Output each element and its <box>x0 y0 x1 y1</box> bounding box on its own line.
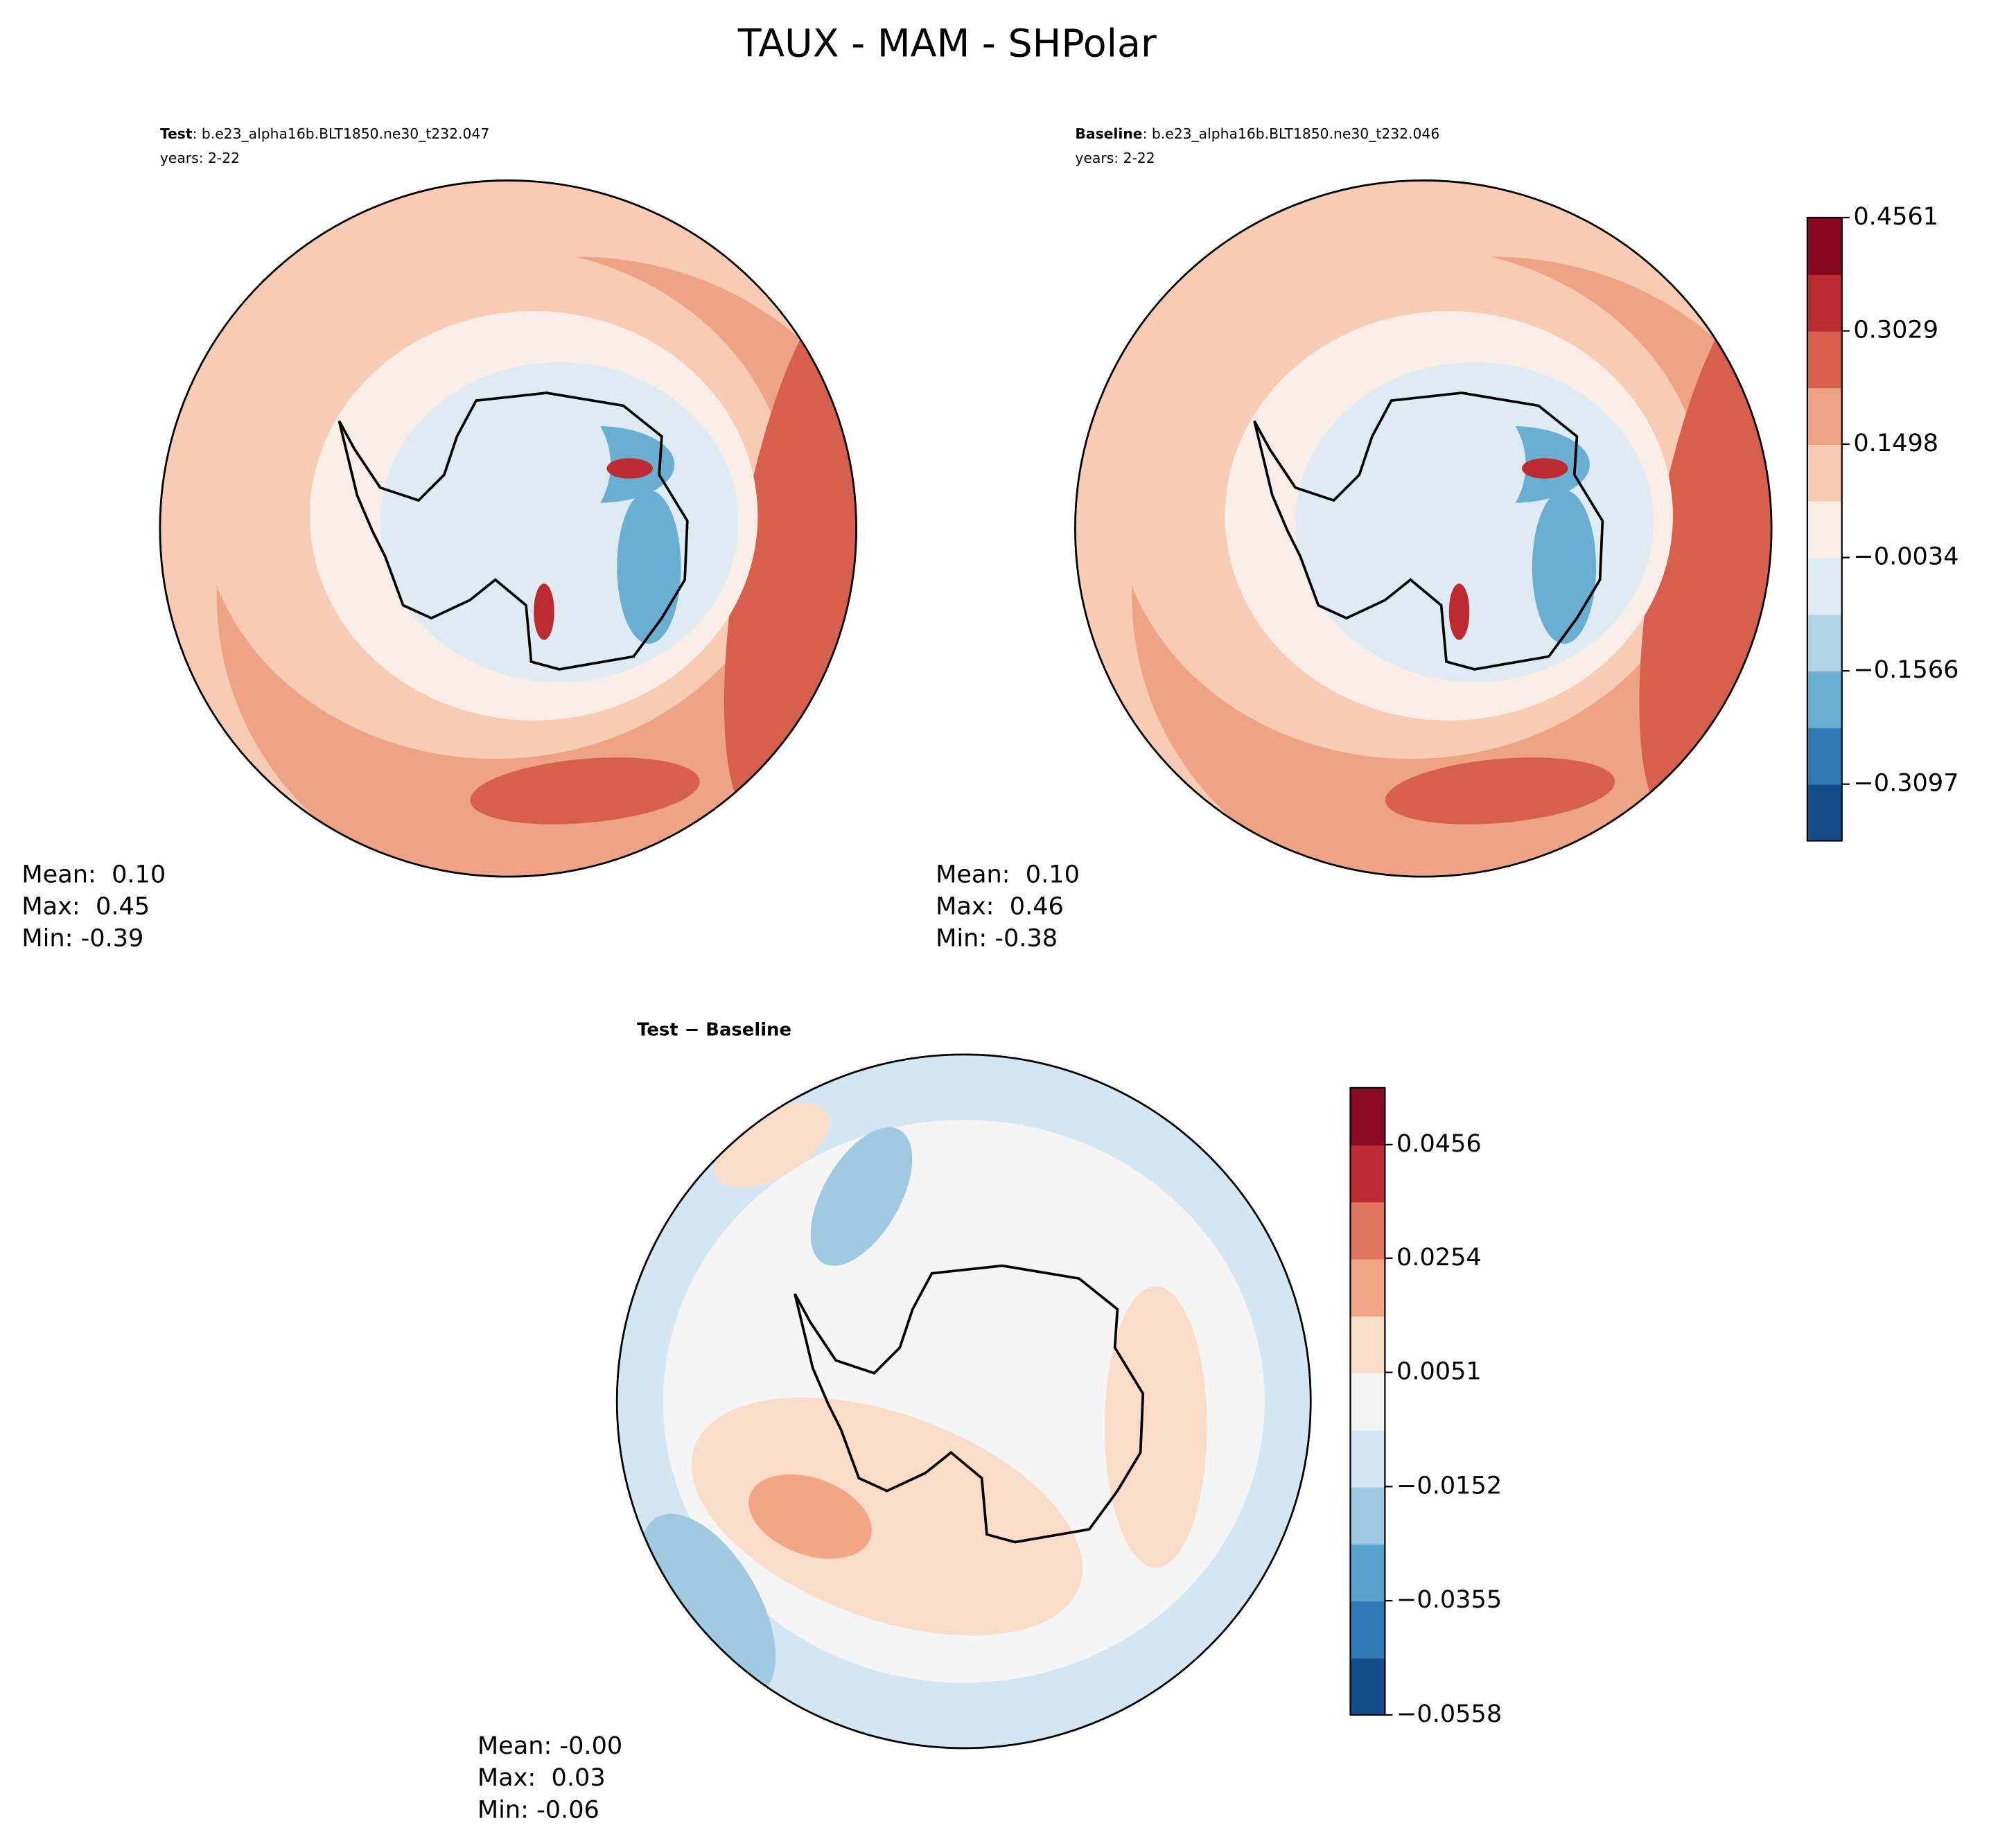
contour-region <box>617 490 681 644</box>
colorbar-band <box>1350 1315 1385 1374</box>
contour-region <box>1522 458 1568 479</box>
run-label: Test <box>160 125 193 142</box>
colorbar-frame <box>1806 216 1843 842</box>
stat-line: Min: -0.38 <box>936 924 1058 953</box>
colorbar-tick-label: 0.0051 <box>1396 1357 1482 1386</box>
colorbar-band <box>1807 274 1842 332</box>
colorbar-tick-label: −0.0152 <box>1396 1471 1502 1499</box>
suptitle: TAUX - MAM - SHPolar <box>737 22 1157 67</box>
stat-line: Mean: 0.10 <box>21 860 166 888</box>
map-boundary <box>615 1053 1312 1750</box>
stat-line: Max: 0.03 <box>477 1763 606 1792</box>
colorbar-tick-label: 0.3029 <box>1853 316 1938 344</box>
colorbar-band <box>1350 1202 1385 1260</box>
panel-subtitle: years: 2-22 <box>1075 150 1155 166</box>
stat-line: Mean: -0.00 <box>477 1732 622 1760</box>
stat-line: Mean: 0.10 <box>936 860 1080 888</box>
colorbar-tick-label: −0.0034 <box>1853 543 1958 571</box>
colorbar-tick-label: 0.0456 <box>1396 1129 1482 1158</box>
contour-region <box>640 1513 776 1699</box>
stat-line: Max: 0.46 <box>936 892 1064 920</box>
map-field <box>159 180 857 877</box>
map-field <box>1075 180 1772 877</box>
colorbar-band <box>1350 1544 1385 1602</box>
colorbar-tick-label: −0.0558 <box>1396 1700 1502 1728</box>
colorbar-band <box>1807 444 1842 502</box>
colorbar-band <box>1807 614 1842 672</box>
colorbar-band <box>1350 1145 1385 1203</box>
colorbar-frame <box>1349 1086 1386 1716</box>
colorbar-band <box>1807 557 1842 615</box>
panel-title: Baseline: b.e23_alpha16b.BLT1850.ne30_t2… <box>1075 125 1439 143</box>
run-label: Baseline <box>1075 125 1142 142</box>
colorbar-band <box>1807 784 1842 842</box>
coastline <box>1253 391 1604 671</box>
colorbar-band <box>1350 1601 1385 1659</box>
panel-subtitle: years: 2-22 <box>160 150 240 166</box>
run-name: : b.e23_alpha16b.BLT1850.ne30_t232.047 <box>193 125 490 143</box>
contour-region <box>714 1102 830 1188</box>
contour-region <box>534 583 554 640</box>
contour-region <box>470 757 700 825</box>
contour-region <box>1104 1286 1207 1568</box>
contour-region <box>1532 490 1597 644</box>
colorbar-band <box>1350 1429 1385 1488</box>
contour-region <box>457 387 611 542</box>
colorbar-band <box>1807 727 1842 785</box>
colorbar-band <box>1807 217 1842 275</box>
colorbar-tick-label: −0.1566 <box>1853 655 1958 684</box>
colorbar-band <box>1350 1258 1385 1317</box>
colorbar-band <box>1350 1373 1385 1431</box>
map-boundary <box>159 179 857 878</box>
colorbar-band <box>1350 1486 1385 1545</box>
colorbar-tick-label: −0.0355 <box>1396 1585 1502 1614</box>
contour-region <box>1448 583 1470 640</box>
colorbar-band <box>1807 671 1842 728</box>
colorbar-tick-label: 0.1498 <box>1853 429 1938 457</box>
contour-region <box>691 1397 1083 1636</box>
colorbar-tick-label: 0.0254 <box>1396 1243 1482 1271</box>
colorbar-band <box>1807 500 1842 558</box>
stat-line: Min: -0.06 <box>477 1795 599 1824</box>
panel-title: Test − Baseline <box>637 1019 791 1040</box>
stat-line: Min: -0.39 <box>21 924 143 953</box>
panel-title: Test: b.e23_alpha16b.BLT1850.ne30_t232.0… <box>160 125 489 143</box>
run-name: : b.e23_alpha16b.BLT1850.ne30_t232.046 <box>1143 125 1440 143</box>
coastline <box>794 1264 1145 1544</box>
map-field <box>617 1054 1311 1748</box>
map-boundary <box>1074 179 1773 878</box>
contour-region <box>748 1474 872 1559</box>
colorbar-tick-label: 0.4561 <box>1853 202 1938 231</box>
coastline <box>338 391 689 671</box>
colorbar-band <box>1350 1657 1385 1716</box>
contour-region <box>606 458 653 479</box>
colorbar-tick-label: −0.3097 <box>1853 769 1958 798</box>
contour-region <box>810 1127 913 1266</box>
colorbar-band <box>1807 331 1842 389</box>
contour-region <box>1371 387 1526 542</box>
colorbar-band <box>1807 387 1842 445</box>
colorbar-band <box>1350 1087 1385 1146</box>
stat-line: Max: 0.45 <box>21 892 150 920</box>
contour-region <box>1385 757 1615 825</box>
